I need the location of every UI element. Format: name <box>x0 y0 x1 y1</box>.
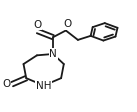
Text: N: N <box>49 49 57 59</box>
Text: O: O <box>2 79 11 89</box>
Text: NH: NH <box>36 81 51 90</box>
Text: O: O <box>34 20 42 30</box>
Text: O: O <box>63 19 71 29</box>
